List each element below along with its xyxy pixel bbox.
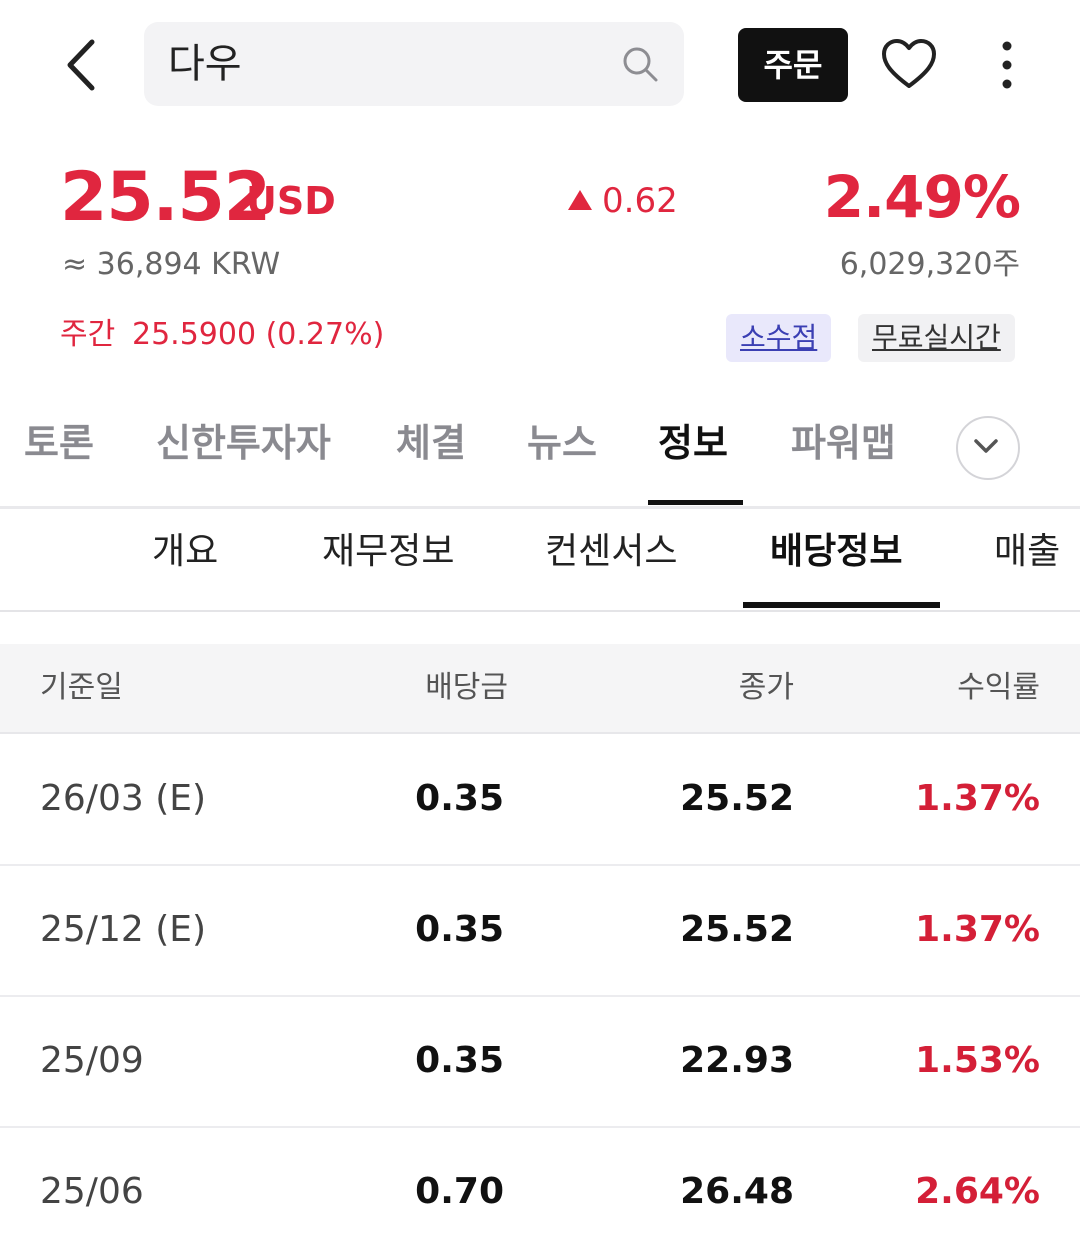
decimal-trading-badge[interactable]: 소수점	[726, 314, 832, 362]
row-dividend: 0.70	[415, 1171, 504, 1212]
krw-value: ≈ 36,894 KRW	[62, 247, 281, 282]
price-currency: USD	[246, 179, 336, 223]
more-options-icon[interactable]	[990, 38, 1024, 92]
order-button[interactable]: 주문	[738, 28, 848, 102]
trade-volume: 6,029,320주	[839, 247, 1020, 282]
tab-news[interactable]: 뉴스	[527, 421, 597, 465]
row-date: 25/06	[40, 1171, 144, 1212]
price-change-percent: 2.49%	[823, 163, 1021, 231]
subtab-sales[interactable]: 매출	[994, 531, 1061, 572]
row-close: 25.52	[680, 778, 794, 819]
subtab-dividends[interactable]: 배당정보	[770, 531, 903, 572]
chevron-down-icon[interactable]	[956, 416, 1020, 480]
subtab-financials[interactable]: 재무정보	[322, 531, 455, 572]
row-date: 25/09	[40, 1040, 144, 1081]
tab-powermap[interactable]: 파워맵	[791, 421, 896, 465]
back-icon[interactable]	[58, 34, 106, 96]
top-bar: 다우 주문	[0, 0, 1080, 130]
tab-info[interactable]: 정보	[658, 421, 728, 465]
current-price: 25.52	[60, 158, 271, 237]
free-realtime-badge[interactable]: 무료실시간	[858, 314, 1015, 362]
table-row[interactable]: 25/06 0.70 26.48 2.64%	[0, 1127, 1080, 1257]
row-dividend: 0.35	[415, 1040, 504, 1081]
header-yield: 수익률	[957, 670, 1040, 705]
row-dividend: 0.35	[415, 778, 504, 819]
table-row[interactable]: 25/12 (E) 0.35 25.52 1.37%	[0, 865, 1080, 997]
header-base-date: 기준일	[40, 670, 123, 705]
search-icon[interactable]	[620, 44, 660, 84]
row-close: 25.52	[680, 909, 794, 950]
table-row[interactable]: 26/03 (E) 0.35 25.52 1.37%	[0, 734, 1080, 866]
header-close: 종가	[738, 670, 794, 705]
table-header: 기준일 배당금 종가 수익률	[0, 644, 1080, 734]
row-date: 25/12 (E)	[40, 909, 207, 950]
tab-trades[interactable]: 체결	[396, 421, 466, 465]
active-subtab-indicator	[743, 602, 940, 608]
sub-tab-bar: 개요 재무정보 컨센서스 배당정보 매출	[0, 508, 1080, 612]
heart-icon[interactable]	[880, 38, 938, 92]
tab-discussion[interactable]: 토론	[24, 421, 94, 465]
row-yield: 1.37%	[915, 909, 1040, 950]
row-dividend: 0.35	[415, 909, 504, 950]
row-yield: 1.53%	[915, 1040, 1040, 1081]
subtab-consensus[interactable]: 컨센서스	[545, 531, 678, 572]
row-close: 22.93	[680, 1040, 794, 1081]
header-dividend: 배당금	[425, 670, 508, 705]
row-close: 26.48	[680, 1171, 794, 1212]
active-tab-indicator	[648, 500, 743, 505]
price-change-value: 0.62	[602, 181, 678, 221]
search-input[interactable]: 다우	[168, 41, 242, 87]
main-tab-bar: 토론 신한투자자 체결 뉴스 정보 파워맵	[0, 396, 1080, 509]
table-row[interactable]: 25/09 0.35 22.93 1.53%	[0, 996, 1080, 1128]
weekly-label: 주간	[60, 317, 116, 352]
weekly-value: 25.5900 (0.27%)	[132, 317, 385, 352]
row-date: 26/03 (E)	[40, 778, 207, 819]
row-yield: 1.37%	[915, 778, 1040, 819]
up-arrow-icon	[568, 190, 592, 210]
tab-shinhan-investors[interactable]: 신한투자자	[156, 421, 331, 465]
subtab-overview[interactable]: 개요	[152, 531, 219, 572]
row-yield: 2.64%	[915, 1171, 1040, 1212]
search-box[interactable]: 다우	[144, 22, 684, 106]
